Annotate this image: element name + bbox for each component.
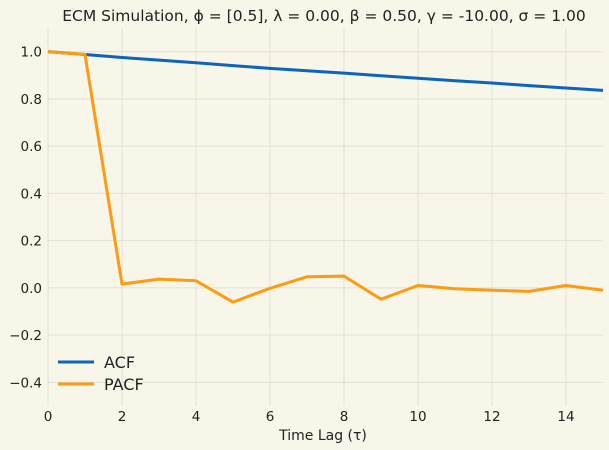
chart-title: ECM Simulation, ϕ = [0.5], λ = 0.00, β =… bbox=[62, 7, 586, 25]
y-tick-label: −0.2 bbox=[9, 328, 42, 344]
x-tick-label: 2 bbox=[118, 409, 127, 425]
y-tick-label: 0.6 bbox=[21, 139, 42, 155]
y-tick-label: −0.4 bbox=[9, 375, 42, 391]
x-tick-label: 14 bbox=[557, 409, 574, 425]
y-tick-label: 0.8 bbox=[21, 92, 42, 108]
y-tick-label: 0.0 bbox=[21, 281, 42, 297]
x-tick-label: 12 bbox=[483, 409, 500, 425]
x-axis-label: Time Lag (τ) bbox=[278, 428, 367, 444]
x-tick-label: 10 bbox=[409, 409, 426, 425]
grid bbox=[47, 28, 603, 406]
x-tick-label: 6 bbox=[266, 409, 275, 425]
legend-label-pacf: PACF bbox=[104, 375, 144, 394]
legend-label-acf: ACF bbox=[104, 353, 135, 372]
y-axis-ticks: −0.4 −0.2 0.0 0.2 0.4 0.6 0.8 1.0 bbox=[9, 45, 42, 392]
y-tick-label: 0.2 bbox=[21, 234, 42, 250]
legend: ACF PACF bbox=[58, 353, 144, 394]
x-tick-label: 0 bbox=[44, 409, 53, 425]
y-tick-label: 1.0 bbox=[21, 45, 42, 61]
x-tick-label: 4 bbox=[192, 409, 201, 425]
x-axis-ticks: 0 2 4 6 8 10 12 14 bbox=[44, 409, 575, 425]
series-line-acf bbox=[47, 50, 604, 92]
x-tick-label: 8 bbox=[340, 409, 349, 425]
y-tick-label: 0.4 bbox=[21, 186, 42, 202]
series-line-pacf bbox=[47, 50, 604, 304]
series-lines bbox=[47, 50, 604, 304]
